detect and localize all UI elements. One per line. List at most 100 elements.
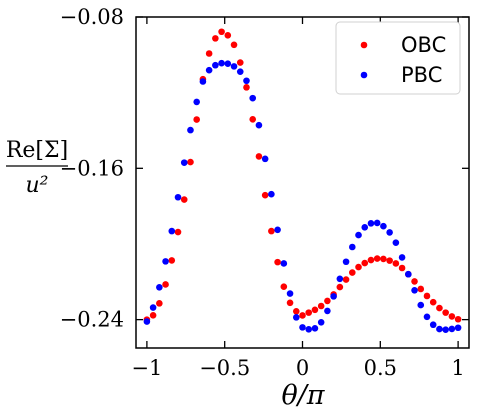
data-point-pbc: [324, 307, 331, 315]
data-point-pbc: [448, 325, 456, 333]
data-point-pbc: [199, 78, 207, 85]
data-point-pbc: [236, 68, 244, 75]
data-point-obc: [348, 269, 356, 276]
data-point-pbc: [380, 222, 387, 230]
data-point-pbc: [230, 63, 238, 70]
data-point-obc: [423, 292, 431, 300]
data-point-pbc: [417, 301, 425, 309]
data-point-pbc: [286, 290, 294, 297]
data-point-obc: [230, 41, 238, 49]
data-point-obc: [311, 306, 319, 314]
data-point-pbc: [149, 304, 157, 311]
x-tick-label: −0.5: [199, 356, 250, 380]
data-point-pbc: [373, 219, 381, 227]
data-point-pbc: [268, 190, 275, 198]
data-point-pbc: [187, 126, 194, 134]
data-point-obc: [317, 302, 325, 310]
data-point-obc: [342, 276, 350, 283]
legend: OBC PBC: [335, 21, 461, 95]
data-point-pbc: [274, 226, 281, 234]
data-point-pbc: [205, 66, 213, 74]
data-point-obc: [193, 116, 200, 123]
data-point-pbc: [367, 220, 375, 227]
y-tick-label: −0.16: [60, 156, 124, 180]
data-point-pbc: [330, 293, 337, 300]
data-point-obc: [187, 158, 194, 166]
data-point-obc: [243, 84, 250, 91]
data-point-pbc: [436, 325, 443, 333]
data-point-obc: [367, 256, 375, 264]
y-tick-label: −0.24: [60, 308, 124, 332]
data-point-pbc: [193, 98, 200, 106]
data-point-obc: [411, 278, 418, 285]
x-tick-label: 0: [296, 356, 309, 380]
data-point-obc: [386, 257, 393, 264]
data-point-obc: [336, 283, 344, 291]
data-point-obc: [355, 263, 362, 271]
data-point-pbc: [168, 227, 176, 235]
legend-label-obc: OBC: [401, 33, 446, 57]
legend-marker-pbc: [360, 71, 368, 79]
x-tick-label: −1: [131, 356, 162, 380]
data-point-pbc: [311, 325, 319, 332]
data-point-pbc: [261, 155, 269, 163]
legend-label-pbc: PBC: [401, 63, 442, 87]
data-point-pbc: [143, 318, 151, 325]
y-axis-label-numerator: Re[Σ]: [6, 138, 68, 163]
data-point-obc: [168, 257, 176, 264]
data-point-obc: [305, 309, 313, 316]
data-point-pbc: [361, 224, 369, 231]
data-point-pbc: [243, 77, 250, 85]
y-axis-label-denominator: u²: [26, 173, 49, 198]
data-point-pbc: [336, 275, 344, 283]
legend-marker-obc: [360, 41, 368, 49]
data-point-pbc: [317, 318, 325, 326]
data-point-pbc: [398, 254, 406, 261]
data-point-pbc: [342, 258, 350, 266]
data-point-pbc: [429, 321, 437, 329]
data-point-obc: [448, 313, 456, 320]
data-point-pbc: [280, 260, 288, 267]
data-point-pbc: [411, 287, 418, 294]
data-point-pbc: [299, 324, 306, 331]
data-point-pbc: [212, 61, 219, 69]
data-point-obc: [261, 191, 269, 199]
data-point-obc: [218, 28, 225, 36]
data-point-obc: [249, 116, 257, 123]
data-point-pbc: [218, 59, 225, 67]
data-point-obc: [380, 255, 387, 263]
data-point-pbc: [156, 283, 163, 291]
data-point-obc: [162, 281, 169, 288]
data-point-obc: [274, 258, 281, 266]
data-point-obc: [212, 35, 219, 42]
data-point-pbc: [423, 313, 431, 321]
data-point-obc: [268, 227, 275, 235]
x-tick-label: 1: [451, 356, 464, 380]
data-point-obc: [286, 299, 294, 307]
data-point-obc: [205, 50, 213, 57]
data-point-pbc: [405, 270, 412, 278]
data-point-pbc: [180, 159, 188, 166]
data-point-pbc: [162, 258, 169, 265]
data-point-obc: [180, 196, 188, 203]
data-point-pbc: [442, 326, 449, 333]
data-point-pbc: [454, 324, 462, 332]
data-point-obc: [373, 255, 381, 262]
data-point-obc: [255, 153, 263, 160]
data-point-obc: [299, 312, 306, 319]
data-point-pbc: [305, 325, 313, 333]
data-point-obc: [454, 315, 462, 323]
data-point-pbc: [392, 239, 400, 246]
data-point-obc: [436, 304, 443, 312]
data-point-obc: [442, 309, 449, 316]
data-point-obc: [429, 298, 437, 306]
data-point-pbc: [174, 193, 182, 201]
data-points: [143, 28, 462, 333]
data-point-obc: [280, 283, 288, 291]
x-tick-label: 0.5: [364, 356, 397, 380]
y-tick-label: −0.08: [60, 5, 124, 29]
data-point-pbc: [292, 314, 300, 321]
data-point-pbc: [355, 231, 362, 239]
data-point-pbc: [386, 229, 393, 236]
